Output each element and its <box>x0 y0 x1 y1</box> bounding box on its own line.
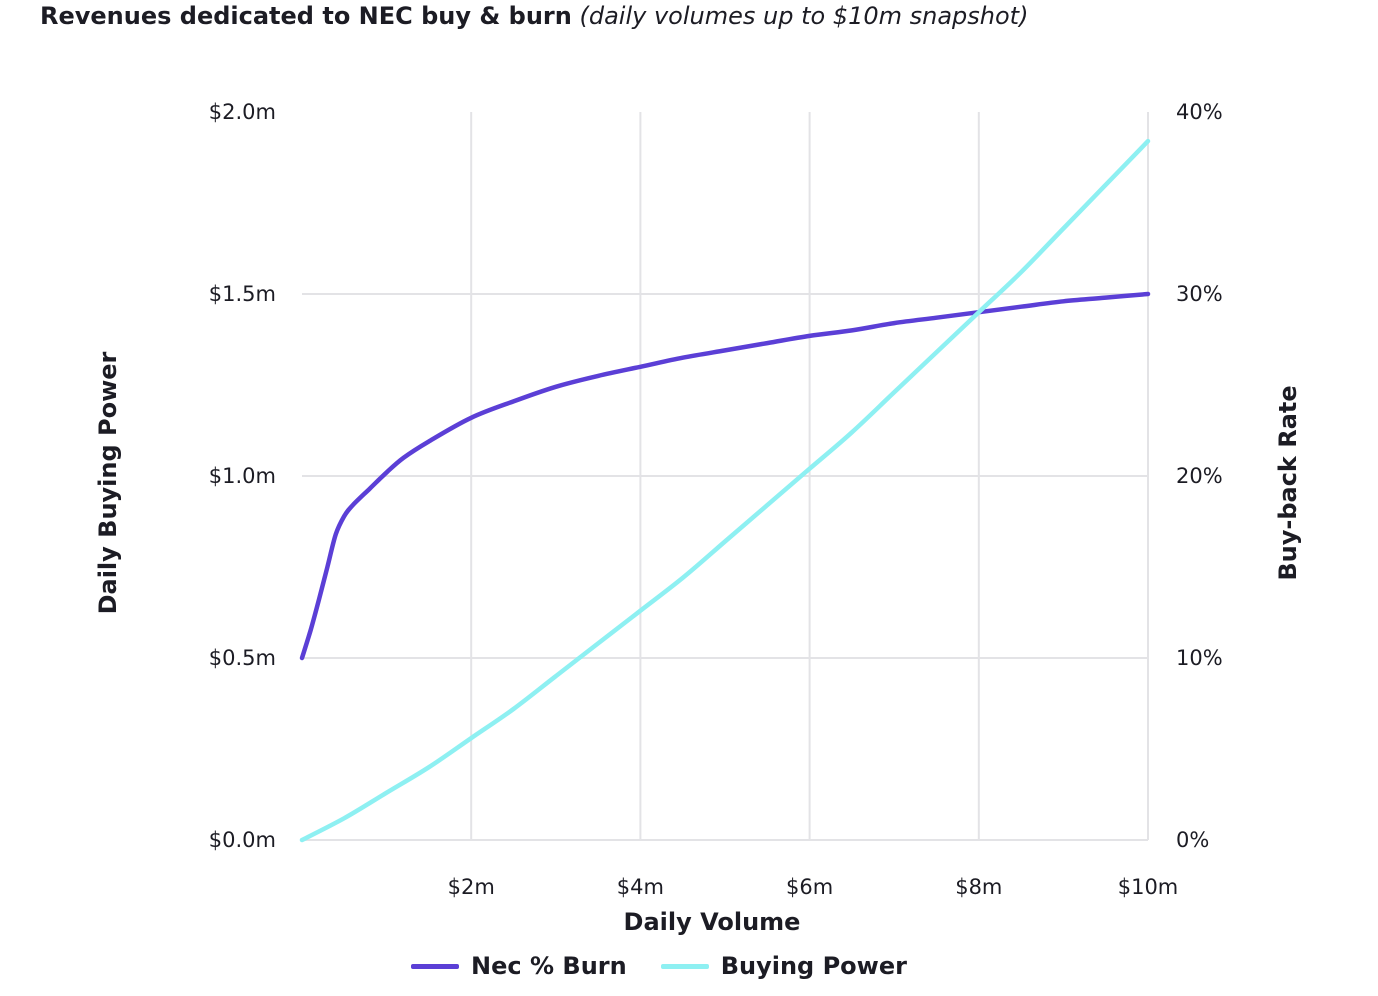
chart-title: Revenues dedicated to NEC buy & burn (da… <box>40 2 1028 30</box>
legend-item-buying-power: Buying Power <box>660 952 907 980</box>
y-tick-label: $0.0m <box>209 828 276 852</box>
legend-label-buying-power: Buying Power <box>720 952 907 980</box>
y-tick-label: $1.5m <box>209 282 276 306</box>
x-tick-label: $6m <box>786 875 833 899</box>
y2-tick-label: 20% <box>1176 464 1223 488</box>
y2-tick-label: 30% <box>1176 282 1223 306</box>
tick-labels: $0.0m 0% $0.5m 10% $1.0m 20% $1.5m 30% $2.0m 40% $… <box>209 100 1223 899</box>
chart-title-main: Revenues dedicated to NEC buy & burn <box>40 2 572 30</box>
y2-axis-title: Buy-back Rate <box>1274 385 1302 580</box>
grid-lines <box>302 112 1149 841</box>
y2-tick-label: 0% <box>1176 828 1209 852</box>
y-tick-label: $2.0m <box>209 100 276 124</box>
y2-tick-label: 10% <box>1176 646 1223 670</box>
legend-label-nec-burn: Nec % Burn <box>471 952 627 980</box>
x-tick-label: $4m <box>617 875 664 899</box>
x-tick-label: $8m <box>955 875 1002 899</box>
y-tick-label: $0.5m <box>209 646 276 670</box>
y-tick-label: $1.0m <box>209 464 276 488</box>
x-axis-title: Daily Volume <box>624 908 801 936</box>
y2-tick-label: 40% <box>1176 100 1223 124</box>
series-layer <box>299 138 1151 843</box>
x-tick-label: $2m <box>448 875 495 899</box>
chart-title-subtitle: (daily volumes up to $10m snapshot) <box>579 2 1029 30</box>
legend-swatch-nec-burn <box>411 963 460 969</box>
legend-item-nec-burn: Nec % Burn <box>411 952 627 980</box>
legend: Nec % Burn Buying Power <box>0 952 1318 980</box>
legend-swatch-buying-power <box>660 963 709 969</box>
series-line-nec-burn <box>299 291 1151 661</box>
series-line-buying-power <box>299 138 1151 843</box>
x-tick-label: $10m <box>1118 875 1179 899</box>
y-axis-title: Daily Buying Power <box>94 351 122 614</box>
